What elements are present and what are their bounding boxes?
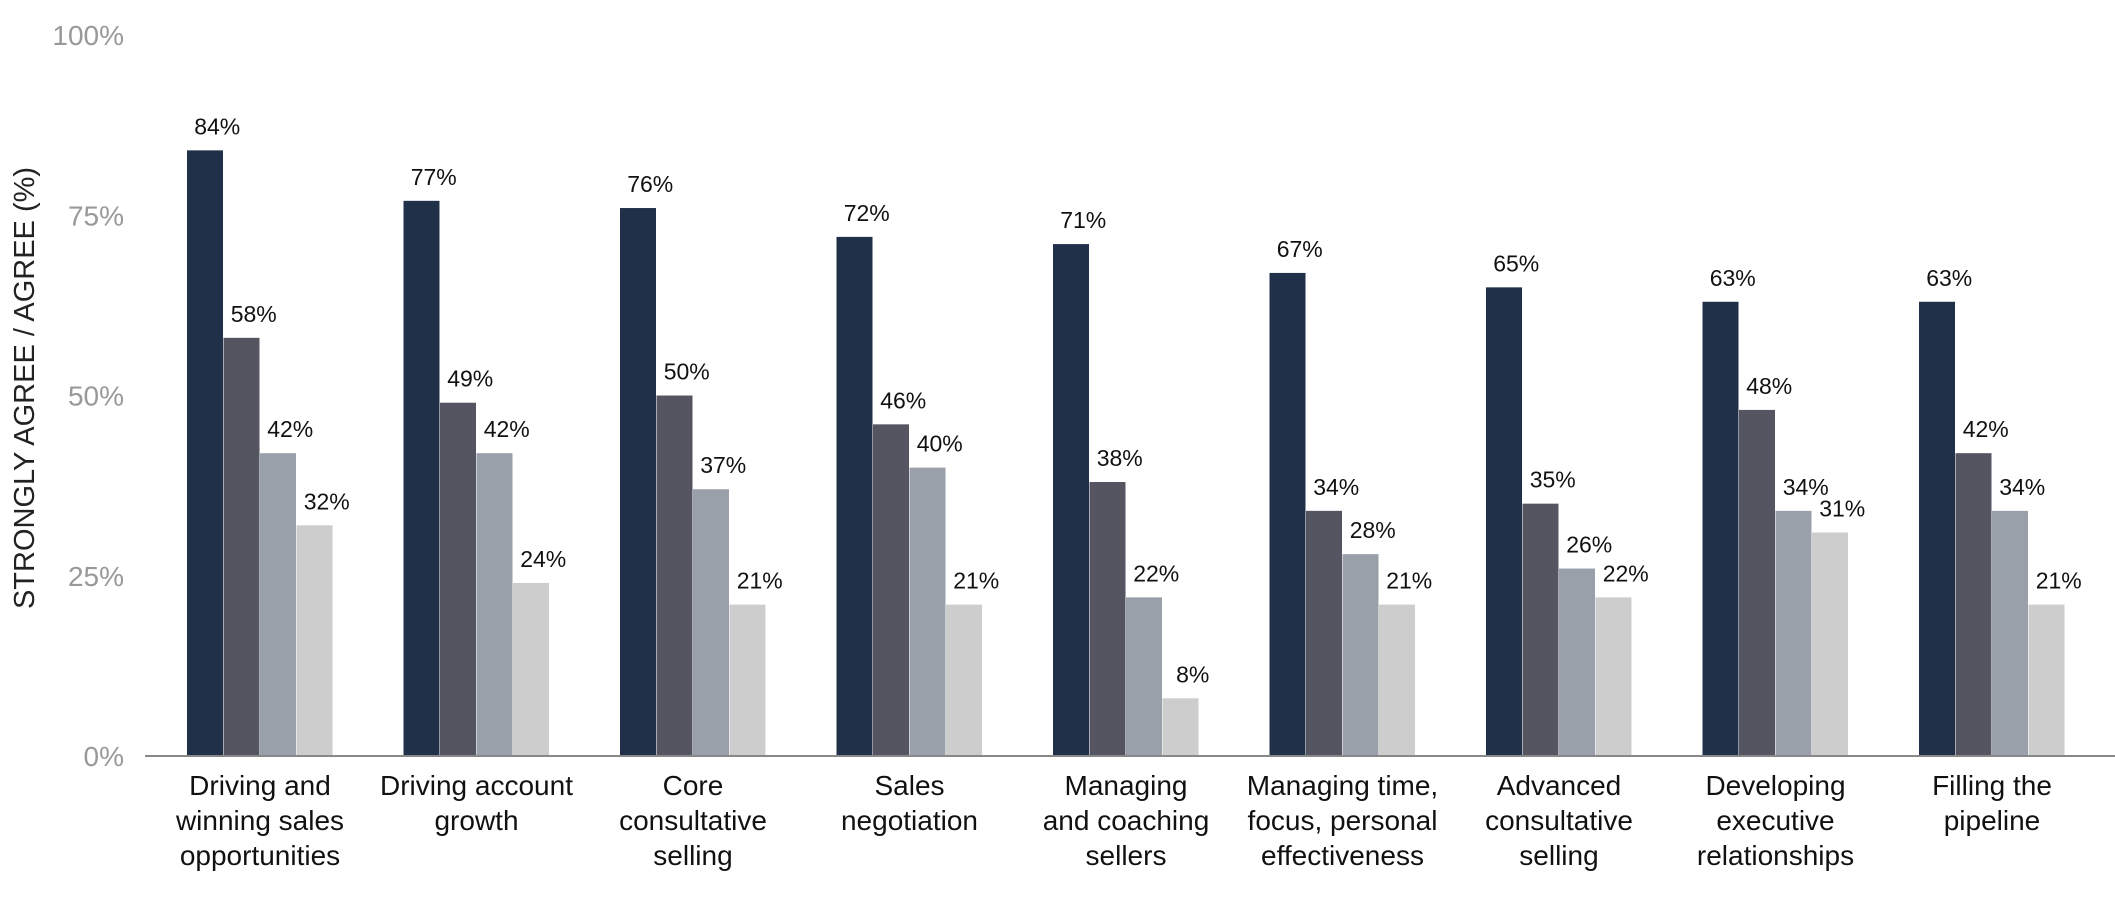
bar [1306,510,1342,756]
bar [656,395,693,756]
bar [187,150,223,757]
category-label: Filling the pipeline [1932,770,2052,836]
data-label: 8% [1176,661,1209,687]
data-label: 72% [844,200,890,226]
data-label: 42% [1963,416,2009,442]
bar [620,208,656,757]
data-label: 63% [1710,265,1756,291]
data-label: 76% [627,171,673,197]
data-label: 58% [231,301,277,327]
data-label: 63% [1926,265,1972,291]
data-label: 50% [664,359,710,385]
data-label: 21% [737,568,783,594]
category-label: Driving and winning sales opportunities [175,770,344,871]
bar [1702,301,1739,756]
bar [260,453,296,756]
bar [296,525,333,756]
data-label: 77% [411,164,457,190]
data-label: 34% [1783,474,1829,500]
data-label: 40% [917,431,963,457]
data-label: 28% [1350,517,1396,543]
bar [1379,604,1415,756]
data-label: 35% [1530,467,1576,493]
data-label: 22% [1133,560,1179,586]
category-label: Advanced consultative selling [1485,770,1633,871]
bars [187,150,2065,757]
bar [1595,597,1632,756]
data-label: 46% [880,387,926,413]
bar [513,582,549,756]
data-label: 49% [447,366,493,392]
bar [1162,698,1199,756]
bar [909,467,946,756]
bar [403,200,440,756]
value-labels: 84% 58% 42% 32% 77% 49% 42% 24% 76% 50% 37% 21% 72% 4… [194,113,2082,687]
bar [2028,604,2065,756]
data-label: 21% [953,568,999,594]
bar [1992,510,2028,756]
y-tick-label: 100% [52,20,124,51]
data-label: 34% [1999,474,2045,500]
y-tick-label: 50% [68,381,124,412]
bar [1559,568,1595,756]
data-label: 84% [194,113,240,139]
data-label: 21% [1386,568,1432,594]
data-label: 71% [1060,207,1106,233]
data-label: 65% [1493,250,1539,276]
bar [1955,453,1992,756]
bar [1812,532,1848,756]
y-ticks: 0% 25% 50% 75% 100% [52,20,124,772]
data-label: 37% [700,452,746,478]
bar [729,604,766,756]
data-label: 31% [1819,495,1865,521]
data-label: 42% [267,416,313,442]
data-label: 38% [1097,445,1143,471]
bar [1089,482,1126,756]
category-label: Core consultative selling [619,770,767,871]
category-labels: Driving and winning sales opportunities Dri… [175,770,2052,871]
y-tick-label: 75% [68,200,124,231]
bar [1126,597,1162,756]
data-label: 26% [1566,532,1612,558]
category-label: Managing and coaching sellers [1043,770,1210,871]
data-label: 42% [484,416,530,442]
bar [1269,272,1306,756]
y-axis-label: STRONGLY AGREE / AGREE (%) [9,167,41,609]
bar [1342,554,1379,756]
bar [1053,244,1089,756]
category-label: Managing time, focus, personal effectivene… [1247,770,1438,871]
bar [1919,301,1955,756]
bar [1775,510,1812,756]
data-label: 21% [2036,568,2082,594]
y-tick-label: 0% [84,741,124,772]
data-label: 24% [520,546,566,572]
bar [1486,287,1522,756]
bar [946,604,982,756]
data-label: 34% [1313,474,1359,500]
bar [440,402,476,756]
bar [223,337,260,756]
bar [873,424,909,756]
bar [836,236,873,756]
data-label: 22% [1603,560,1649,586]
data-label: 32% [304,488,350,514]
bar [1739,409,1775,756]
y-tick-label: 25% [68,561,124,592]
bar [1522,503,1559,756]
bar [476,453,513,756]
category-label: Driving account growth [380,770,573,836]
data-label: 67% [1277,236,1323,262]
bar [693,489,729,756]
category-label: Developing executive relationships [1697,770,1854,871]
data-label: 48% [1746,373,1792,399]
category-label: Sales negotiation [841,770,978,836]
